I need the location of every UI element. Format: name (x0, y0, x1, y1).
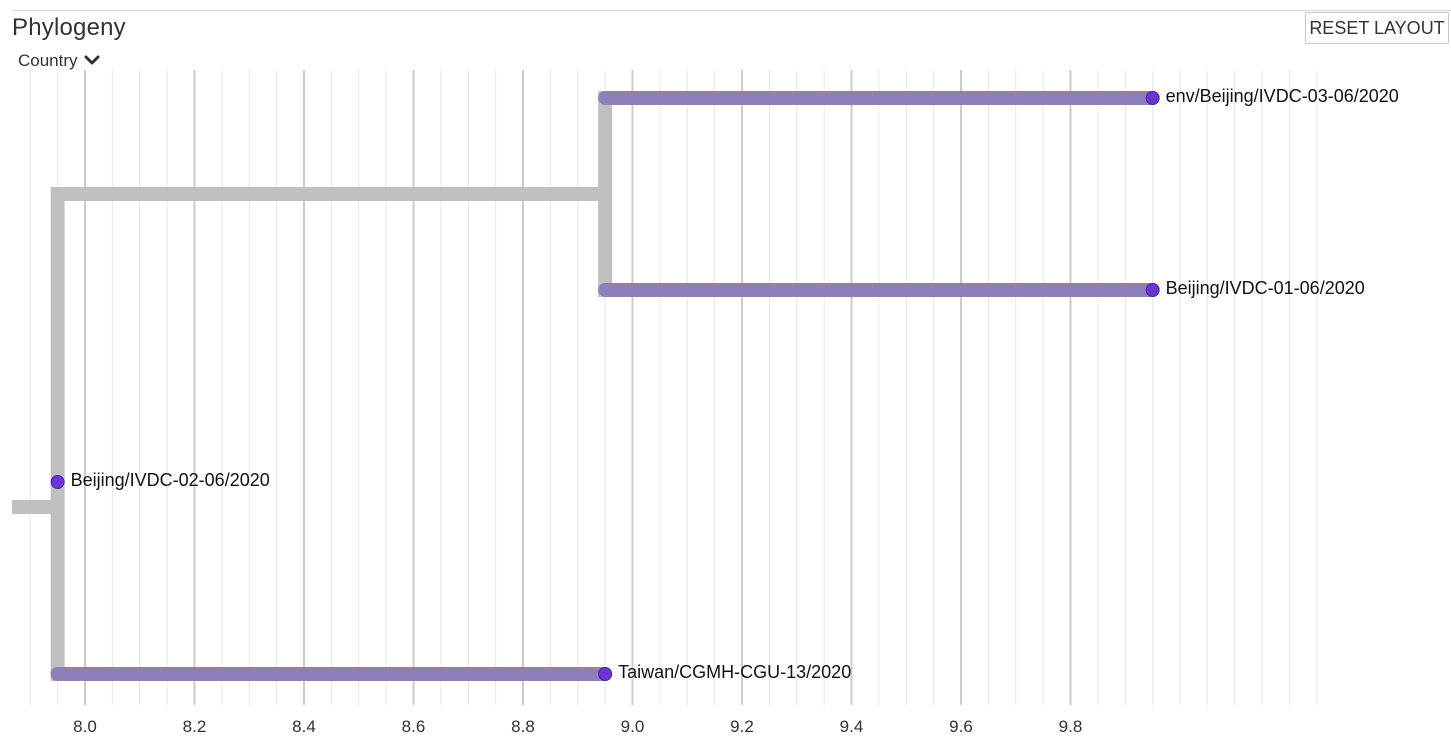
tree-tips: env/Beijing/IVDC-03-06/2020 Beijing/IVDC-… (50, 86, 1399, 682)
panel-title: Phylogeny (12, 14, 126, 41)
tip-dot[interactable] (50, 475, 65, 489)
tip-label[interactable]: env/Beijing/IVDC-03-06/2020 (1166, 86, 1399, 106)
color-by-dropdown[interactable]: Country (18, 51, 100, 71)
x-tick-label: 8.2 (183, 717, 207, 736)
x-axis-ticks: 8.0 8.2 8.4 8.6 8.8 9.0 9.2 9.4 9.6 9.8 (73, 717, 1082, 736)
reset-layout-button[interactable]: RESET LAYOUT (1305, 12, 1449, 44)
x-tick-label: 9.0 (621, 717, 645, 736)
x-tick-label: 8.6 (402, 717, 426, 736)
x-tick-label: 8.8 (511, 717, 535, 736)
grid-lines (29, 70, 1318, 705)
tree-branches (12, 91, 1160, 681)
x-tick-label: 8.4 (292, 717, 316, 736)
tip-label[interactable]: Taiwan/CGMH-CGU-13/2020 (618, 662, 851, 682)
x-tick-label: 9.8 (1059, 717, 1083, 736)
x-tick-label: 9.4 (840, 717, 864, 736)
color-by-label: Country (18, 51, 78, 70)
tip-label[interactable]: Beijing/IVDC-02-06/2020 (71, 470, 270, 490)
tip-label[interactable]: Beijing/IVDC-01-06/2020 (1166, 278, 1365, 298)
tip-dot[interactable] (598, 667, 613, 681)
panel-top-rule (12, 10, 1451, 11)
x-tick-label: 8.0 (73, 717, 97, 736)
tip-dot[interactable] (1145, 283, 1160, 297)
x-tick-label: 9.6 (949, 717, 973, 736)
chevron-down-icon (84, 51, 100, 71)
tip-dot[interactable] (1145, 91, 1160, 105)
x-tick-label: 9.2 (730, 717, 754, 736)
